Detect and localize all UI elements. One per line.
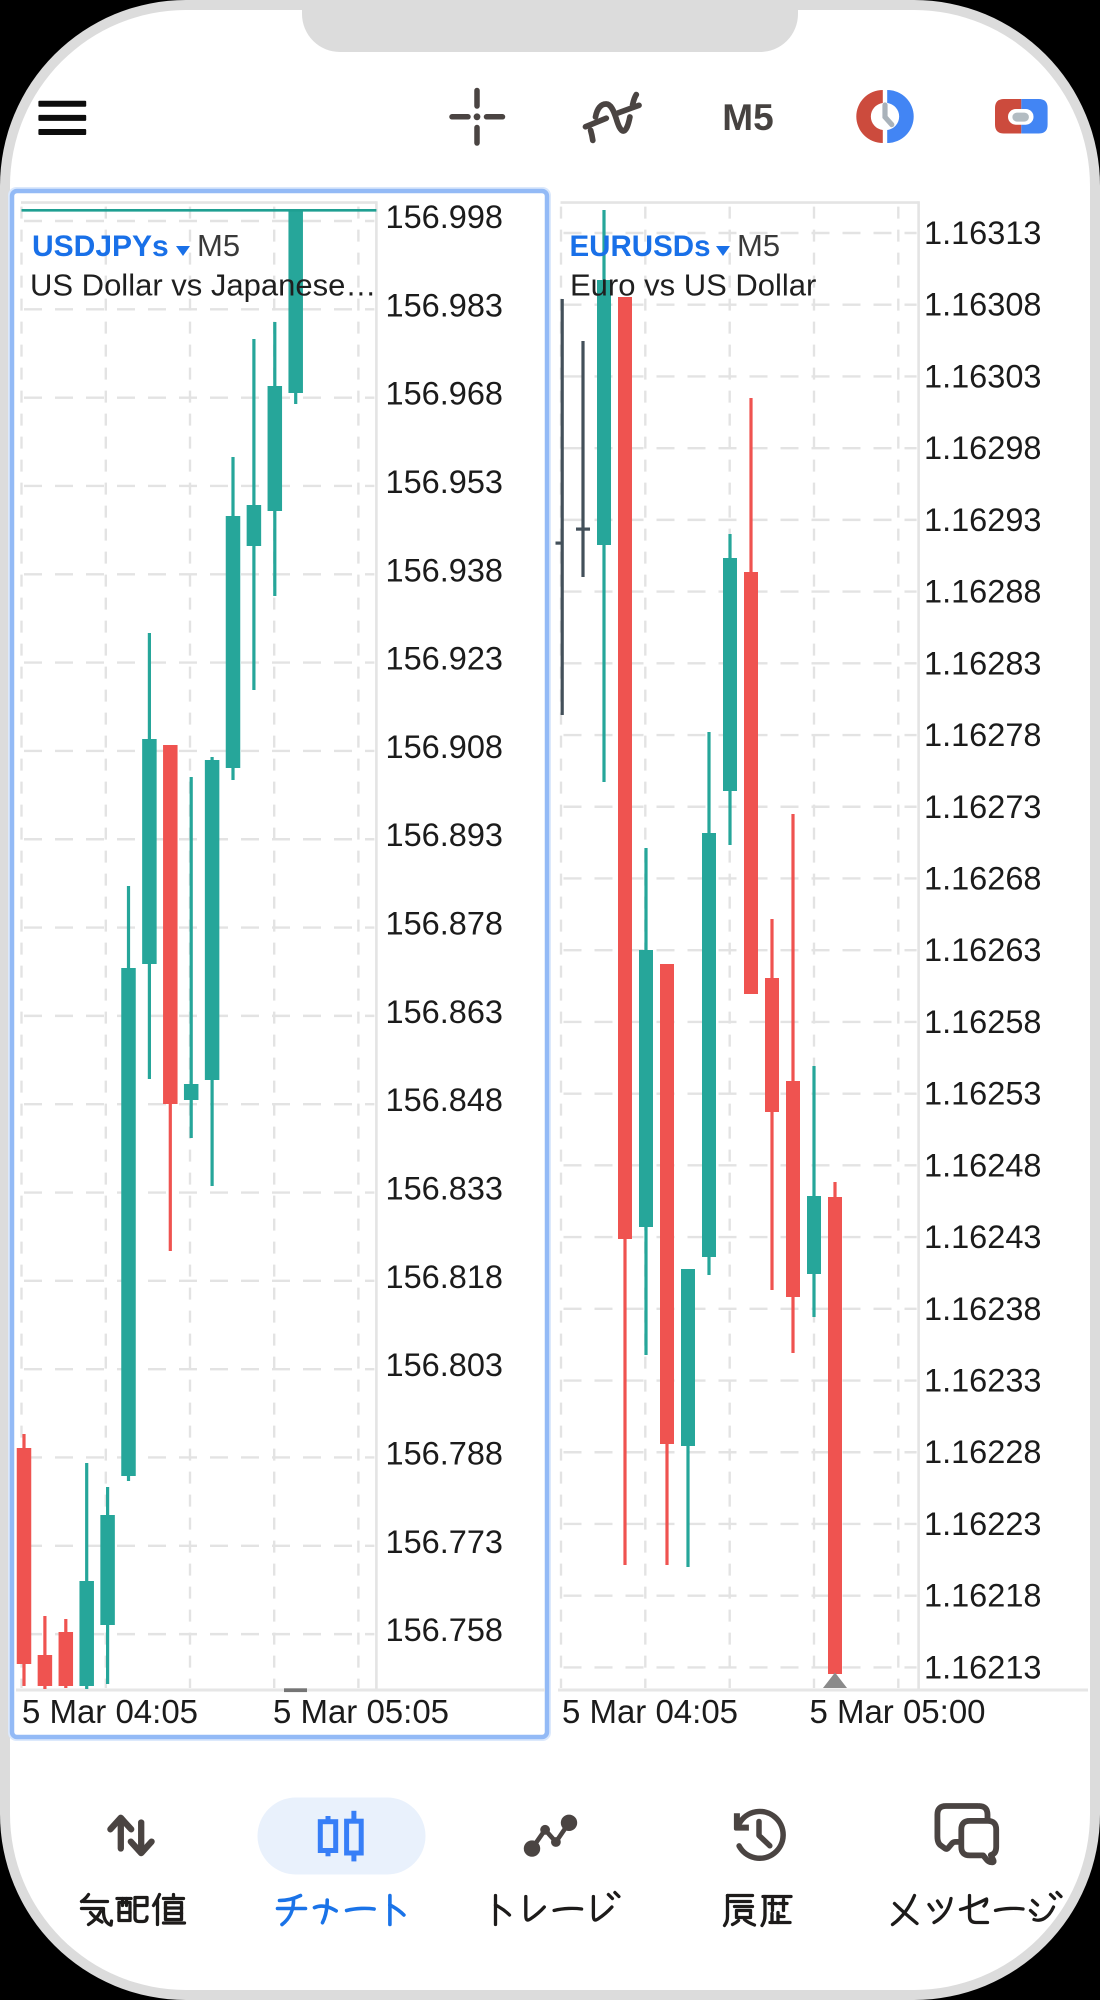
svg-text:US Dollar vs Japanese…: US Dollar vs Japanese… — [30, 268, 376, 303]
svg-text:M5: M5 — [737, 228, 780, 263]
svg-text:156.878: 156.878 — [386, 906, 503, 942]
svg-text:USDJPYs: USDJPYs — [32, 230, 169, 263]
svg-text:5 Mar 05:00: 5 Mar 05:00 — [809, 1693, 985, 1730]
svg-text:1.16273: 1.16273 — [924, 789, 1041, 825]
svg-text:1.16233: 1.16233 — [924, 1363, 1041, 1399]
svg-text:1.16288: 1.16288 — [924, 574, 1041, 610]
svg-text:156.758: 156.758 — [386, 1612, 503, 1648]
svg-text:156.833: 156.833 — [386, 1171, 503, 1207]
svg-text:1.16298: 1.16298 — [924, 430, 1041, 466]
svg-text:M5: M5 — [722, 97, 773, 138]
svg-text:156.923: 156.923 — [386, 641, 503, 677]
svg-text:156.983: 156.983 — [386, 287, 503, 323]
svg-text:1.16278: 1.16278 — [924, 717, 1041, 753]
svg-text:156.968: 156.968 — [386, 376, 503, 412]
svg-text:1.16248: 1.16248 — [924, 1147, 1041, 1183]
svg-text:1.16218: 1.16218 — [924, 1578, 1041, 1614]
svg-text:156.908: 156.908 — [386, 729, 503, 765]
svg-text:1.16308: 1.16308 — [924, 287, 1041, 323]
svg-text:1.16258: 1.16258 — [924, 1004, 1041, 1040]
svg-text:5 Mar 04:05: 5 Mar 04:05 — [22, 1693, 198, 1730]
svg-text:156.998: 156.998 — [386, 199, 503, 235]
svg-text:156.893: 156.893 — [386, 817, 503, 853]
svg-text:156.938: 156.938 — [386, 552, 503, 588]
svg-text:1.16213: 1.16213 — [924, 1649, 1041, 1685]
svg-text:156.773: 156.773 — [386, 1524, 503, 1560]
svg-text:156.863: 156.863 — [386, 994, 503, 1030]
svg-text:156.953: 156.953 — [386, 464, 503, 500]
svg-text:1.16238: 1.16238 — [924, 1291, 1041, 1327]
svg-text:1.16283: 1.16283 — [924, 645, 1041, 681]
svg-text:1.16243: 1.16243 — [924, 1219, 1041, 1255]
svg-text:1.16263: 1.16263 — [924, 932, 1041, 968]
svg-text:1.16228: 1.16228 — [924, 1434, 1041, 1470]
svg-text:1.16303: 1.16303 — [924, 358, 1041, 394]
svg-text:1.16313: 1.16313 — [924, 215, 1041, 251]
svg-text:M5: M5 — [197, 228, 240, 263]
svg-text:156.848: 156.848 — [386, 1082, 503, 1118]
svg-text:1.16293: 1.16293 — [924, 502, 1041, 538]
svg-text:5 Mar 04:05: 5 Mar 04:05 — [562, 1693, 738, 1730]
svg-text:5 Mar 05:05: 5 Mar 05:05 — [273, 1693, 449, 1730]
svg-text:156.788: 156.788 — [386, 1435, 503, 1471]
svg-text:1.16253: 1.16253 — [924, 1076, 1041, 1112]
svg-text:1.16223: 1.16223 — [924, 1506, 1041, 1542]
svg-text:156.803: 156.803 — [386, 1347, 503, 1383]
svg-text:EURUSDs: EURUSDs — [570, 230, 711, 263]
svg-text:Euro vs US Dollar: Euro vs US Dollar — [570, 268, 816, 303]
svg-text:156.818: 156.818 — [386, 1259, 503, 1295]
svg-text:1.16268: 1.16268 — [924, 860, 1041, 896]
